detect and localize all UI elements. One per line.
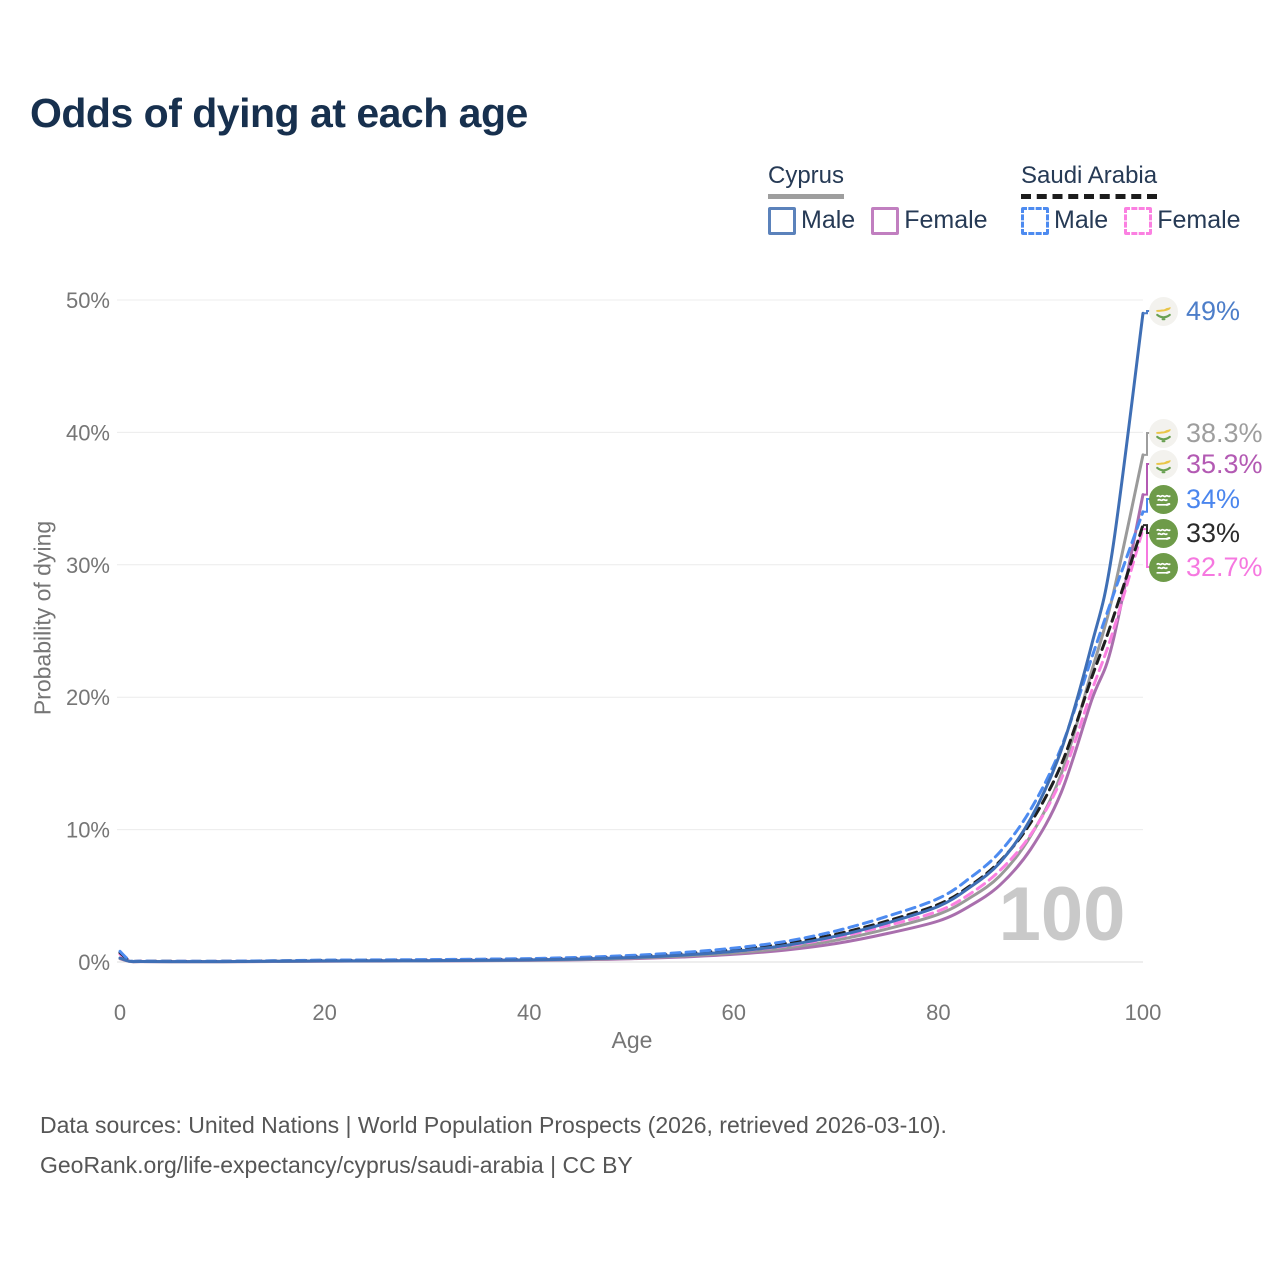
legend-label: Male bbox=[801, 206, 856, 234]
end-label-saudi-arabia-both-sexes: 33% bbox=[1149, 516, 1240, 550]
cyprus-flag-icon bbox=[1149, 449, 1178, 479]
end-label-value: 33% bbox=[1186, 517, 1241, 548]
saudi-female-swatch-icon bbox=[1124, 206, 1153, 235]
end-label-cyprus-both-sexes: 38.3% bbox=[1149, 416, 1263, 450]
y-tick-label-40: 40% bbox=[66, 420, 110, 445]
legend-item-saudi-female[interactable]: Female bbox=[1124, 206, 1241, 235]
end-label-value: 34% bbox=[1186, 483, 1241, 514]
series-line-saudi-arabia-male bbox=[118, 510, 1145, 964]
saudi-arabia-flag-icon bbox=[1149, 484, 1178, 514]
end-label-value: 38.3% bbox=[1186, 417, 1263, 448]
legend-group-saudi-arabia: Saudi Arabia Male Female bbox=[1021, 162, 1241, 235]
footer: Data sources: United Nations | World Pop… bbox=[40, 1105, 947, 1185]
saudi-arabia-flag-icon bbox=[1149, 518, 1178, 548]
end-label-value: 32.7% bbox=[1186, 551, 1263, 582]
watermark-100: 100 bbox=[999, 872, 1126, 957]
y-axis-title: Probability of dying bbox=[29, 520, 56, 716]
x-tick-label-0: 0 bbox=[114, 1000, 126, 1025]
footer-attribution: GeoRank.org/life-expectancy/cyprus/saudi… bbox=[40, 1152, 633, 1178]
y-tick-label-10: 10% bbox=[66, 818, 110, 843]
saudi-arabia-flag-icon bbox=[1149, 552, 1178, 582]
saudi-male-swatch-icon bbox=[1021, 206, 1049, 235]
legend-group-cyprus: Cyprus Male Female bbox=[768, 162, 988, 235]
end-label-cyprus-male: 49% bbox=[1149, 294, 1240, 328]
cyprus-flag-icon bbox=[1149, 418, 1178, 448]
end-label-cyprus-female: 35.3% bbox=[1149, 447, 1263, 481]
footer-sources: Data sources: United Nations | World Pop… bbox=[40, 1112, 947, 1138]
x-tick-label-60: 60 bbox=[722, 1000, 746, 1025]
y-tick-label-0: 0% bbox=[78, 950, 110, 975]
legend-title-cyprus[interactable]: Cyprus bbox=[768, 162, 845, 199]
series-line-cyprus-both-sexes bbox=[118, 453, 1145, 964]
legend-title-saudi-arabia[interactable]: Saudi Arabia bbox=[1021, 162, 1158, 199]
series-line-cyprus-male bbox=[118, 311, 1145, 964]
x-tick-label-40: 40 bbox=[517, 1000, 541, 1025]
end-label-saudi-arabia-male: 34% bbox=[1149, 482, 1240, 516]
series-line-saudi-arabia-female bbox=[118, 527, 1145, 964]
x-axis-title: Age bbox=[611, 1027, 653, 1053]
y-tick-label-20: 20% bbox=[66, 685, 110, 710]
legend-item-saudi-male[interactable]: Male bbox=[1021, 206, 1108, 235]
end-label-value: 35.3% bbox=[1186, 448, 1263, 479]
cyprus-male-swatch-icon bbox=[768, 206, 796, 235]
page-title: Odds of dying at each age bbox=[30, 90, 528, 136]
x-tick-label-20: 20 bbox=[312, 1000, 336, 1025]
cyprus-flag-icon bbox=[1149, 296, 1178, 326]
x-tick-label-80: 80 bbox=[926, 1000, 950, 1025]
legend-label: Female bbox=[1157, 206, 1241, 234]
cyprus-female-swatch-icon bbox=[871, 206, 900, 235]
legend-items-cyprus: Male Female bbox=[768, 206, 988, 235]
legend-item-cyprus-male[interactable]: Male bbox=[768, 206, 855, 235]
x-tick-label-100: 100 bbox=[1125, 1000, 1162, 1025]
end-label-saudi-arabia-female: 32.7% bbox=[1149, 550, 1263, 584]
series-line-saudi-arabia-both-sexes bbox=[118, 523, 1145, 964]
legend-item-cyprus-female[interactable]: Female bbox=[871, 206, 988, 235]
legend-label: Male bbox=[1054, 206, 1109, 234]
y-tick-label-50: 50% bbox=[66, 288, 110, 313]
end-label-value: 49% bbox=[1186, 295, 1241, 326]
y-tick-label-30: 30% bbox=[66, 553, 110, 578]
legend-items-saudi-arabia: Male Female bbox=[1021, 206, 1241, 235]
legend-label: Female bbox=[904, 206, 988, 234]
